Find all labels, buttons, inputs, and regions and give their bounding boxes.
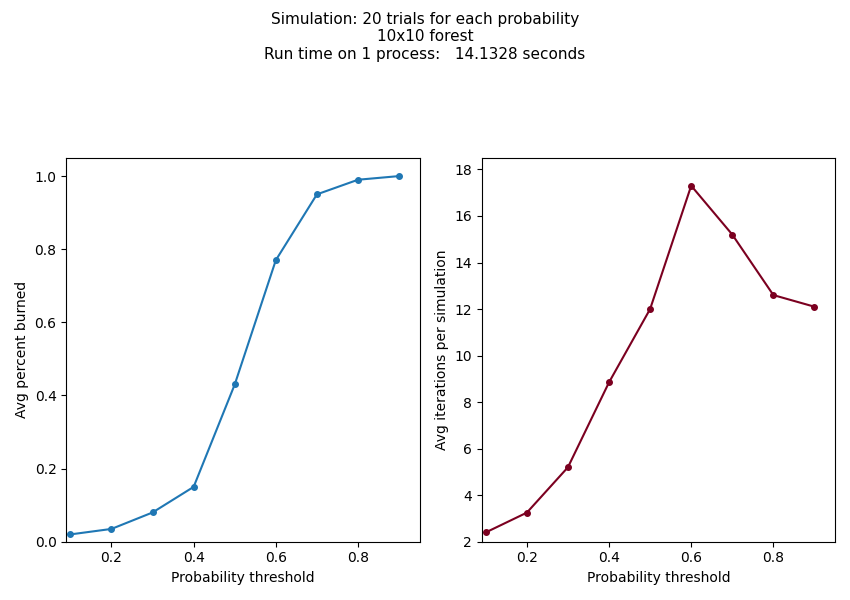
Y-axis label: Avg percent burned: Avg percent burned	[15, 281, 29, 418]
X-axis label: Probability threshold: Probability threshold	[171, 571, 314, 585]
X-axis label: Probability threshold: Probability threshold	[586, 571, 730, 585]
Text: Simulation: 20 trials for each probability
10x10 forest
Run time on 1 process:  : Simulation: 20 trials for each probabili…	[264, 12, 586, 62]
Y-axis label: Avg iterations per simulation: Avg iterations per simulation	[434, 250, 449, 450]
